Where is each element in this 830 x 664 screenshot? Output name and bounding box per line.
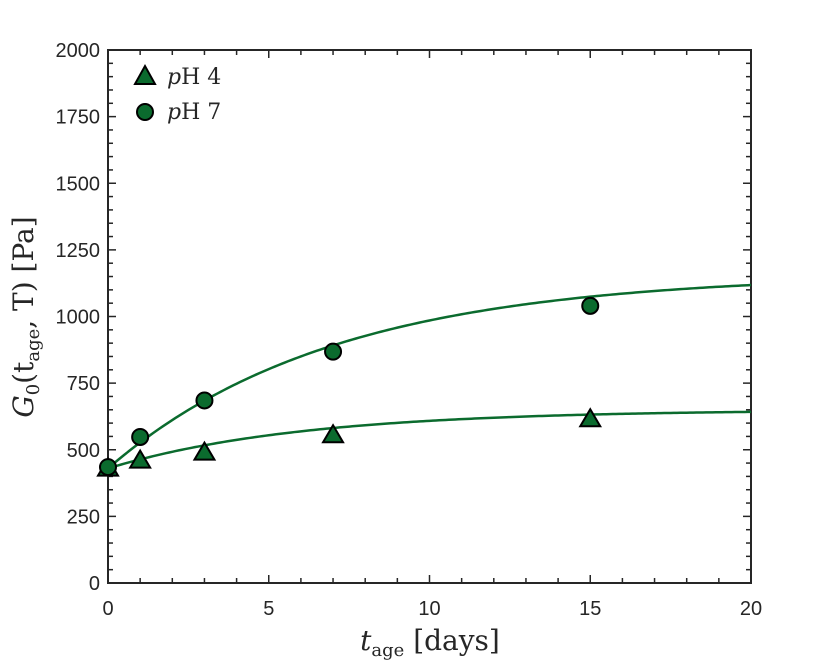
data-point-ph7 bbox=[324, 342, 343, 361]
ticks bbox=[107, 49, 752, 584]
y-tick-label: 2000 bbox=[56, 40, 101, 62]
data-point-ph4 bbox=[321, 423, 345, 444]
fit-curve-series-1 bbox=[107, 283, 752, 470]
x-tick-label: 0 bbox=[102, 598, 113, 620]
y-tick-label: 250 bbox=[67, 506, 100, 528]
y-tick-label: 750 bbox=[67, 373, 100, 395]
fit-curves bbox=[107, 283, 752, 470]
x-tick-label: 15 bbox=[579, 598, 601, 620]
legend-entry-ph4: pH 4 bbox=[167, 65, 221, 90]
data-point-ph7 bbox=[195, 391, 214, 410]
data-point-ph4 bbox=[578, 407, 602, 428]
data-point-ph4 bbox=[128, 448, 152, 469]
data-point-ph7 bbox=[581, 296, 600, 315]
legend-marker-triangle bbox=[133, 63, 157, 85]
y-tick-label: 1500 bbox=[56, 173, 101, 195]
y-tick-label: 500 bbox=[67, 440, 100, 462]
y-tick-label: 1750 bbox=[56, 107, 101, 129]
y-tick-label: 1000 bbox=[56, 307, 101, 329]
legend: pH 4 pH 7 bbox=[133, 63, 221, 125]
plot-frame bbox=[107, 49, 752, 584]
data-point-ph4 bbox=[192, 440, 217, 461]
x-tick-label: 20 bbox=[740, 598, 762, 620]
fit-curve-series-0 bbox=[107, 410, 752, 470]
y-axis-label: G0(tage, T) [Pa] bbox=[7, 216, 44, 417]
x-axis-label: tage [days] bbox=[360, 624, 500, 661]
tick-labels: 0 5 10 15 20 0 250 500 750 1000 1250 1500 1750 2000 bbox=[56, 40, 763, 620]
y-tick-label: 1250 bbox=[56, 240, 101, 262]
x-tick-label: 5 bbox=[263, 598, 274, 620]
legend-marker-circle bbox=[136, 103, 154, 121]
data-point-ph7 bbox=[99, 458, 117, 477]
markers bbox=[96, 296, 602, 477]
data-point-ph7 bbox=[131, 427, 150, 446]
legend-entry-ph7: pH 7 bbox=[167, 100, 221, 125]
y-tick-label: 0 bbox=[89, 573, 100, 595]
x-tick-label: 10 bbox=[418, 598, 440, 620]
